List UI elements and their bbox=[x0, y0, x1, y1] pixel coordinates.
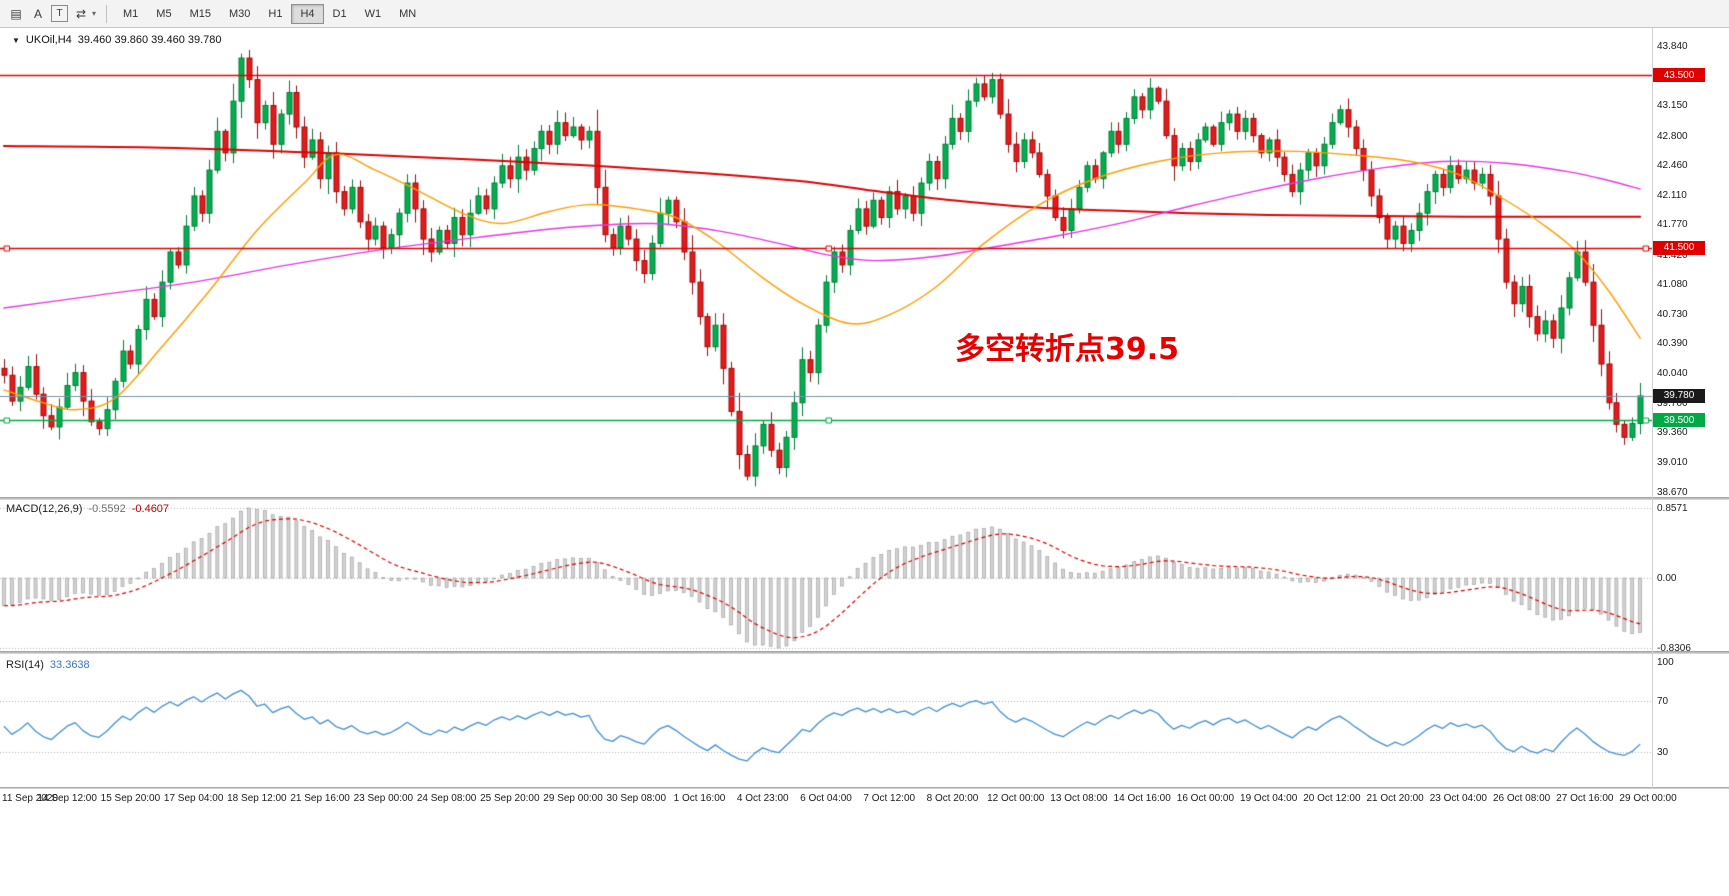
macd-main-value: -0.5592 bbox=[88, 503, 126, 515]
chart-title: ▼ UKOil,H4 39.460 39.860 39.460 39.780 bbox=[8, 33, 226, 47]
time-axis-label: 30 Sep 08:00 bbox=[606, 793, 667, 804]
drawing-tools-group: ▤ A T ⇄ ▾ bbox=[5, 3, 99, 25]
price-axis-label: 39.360 bbox=[1657, 427, 1688, 439]
time-axis-label: 7 Oct 12:00 bbox=[863, 793, 916, 804]
price-axis-label: 42.800 bbox=[1657, 130, 1688, 142]
time-axis-label: 11 Sep 2020 bbox=[2, 793, 58, 804]
rsi-panel-separator[interactable] bbox=[0, 651, 1729, 654]
macd-axis-label: -0.8306 bbox=[1657, 643, 1691, 654]
support-line-39500-price-label: 39.500 bbox=[1653, 413, 1705, 428]
ohlc-values-label: 39.460 39.860 39.460 39.780 bbox=[77, 34, 222, 46]
time-axis-label: 23 Sep 00:00 bbox=[353, 793, 414, 804]
time-axis-label: 14 Sep 12:00 bbox=[37, 793, 97, 804]
time-axis-label: 29 Sep 00:00 bbox=[543, 793, 603, 804]
time-axis-label: 29 Oct 00:00 bbox=[1619, 793, 1677, 804]
time-axis-label: 27 Oct 16:00 bbox=[1556, 793, 1614, 804]
price-axis-label: 39.700 bbox=[1657, 397, 1688, 409]
time-axis-label: 13 Oct 08:00 bbox=[1050, 793, 1108, 804]
price-axis-label: 41.080 bbox=[1657, 278, 1688, 290]
price-axis-label: 38.670 bbox=[1657, 486, 1688, 498]
time-axis-label: 24 Sep 08:00 bbox=[416, 793, 477, 804]
time-axis-label: 16 Oct 00:00 bbox=[1176, 793, 1235, 804]
timeframe-m15-button[interactable]: M15 bbox=[181, 4, 220, 24]
price-axis-label: 43.150 bbox=[1657, 100, 1688, 112]
time-axis-label: 17 Sep 04:00 bbox=[163, 793, 224, 804]
price-axis-label: 41.420 bbox=[1657, 249, 1688, 261]
price-axis-label: 43.840 bbox=[1657, 41, 1688, 52]
price-axis-divider bbox=[1652, 28, 1653, 788]
time-axis-label: 21 Oct 20:00 bbox=[1366, 793, 1424, 804]
time-axis-label: 1 Oct 16:00 bbox=[673, 793, 726, 804]
text-annotation-icon[interactable]: A bbox=[27, 3, 49, 25]
macd-label: MACD(12,26,9) bbox=[6, 503, 83, 515]
time-axis-label: 21 Sep 16:00 bbox=[290, 793, 350, 804]
resistance-line-43500-price-label: 43.500 bbox=[1653, 68, 1705, 83]
time-axis-label: 23 Oct 04:00 bbox=[1429, 793, 1487, 804]
time-axis-label: 6 Oct 04:00 bbox=[800, 793, 852, 804]
chart-toolbar: ▤ A T ⇄ ▾ M1 M5 M15 M30 H1 H4 D1 W1 MN bbox=[0, 0, 1729, 28]
time-axis-label: 14 Oct 16:00 bbox=[1113, 793, 1171, 804]
macd-panel-separator[interactable] bbox=[0, 497, 1729, 500]
time-axis-label: 26 Oct 08:00 bbox=[1492, 793, 1551, 804]
price-axis-label: 39.010 bbox=[1657, 457, 1688, 469]
chart-annotation-text[interactable]: 多空转折点39.5 bbox=[955, 332, 1180, 367]
macd-axis-label: 0.00 bbox=[1657, 573, 1677, 584]
timeframe-mn-button[interactable]: MN bbox=[390, 4, 425, 24]
timeframe-d1-button[interactable]: D1 bbox=[324, 4, 356, 24]
timeframe-m1-button[interactable]: M1 bbox=[114, 4, 147, 24]
rsi-panel-canvas[interactable] bbox=[0, 655, 1729, 788]
time-axis-label: 4 Oct 23:00 bbox=[736, 793, 789, 804]
timeframe-h1-button[interactable]: H1 bbox=[259, 4, 291, 24]
timeframe-m30-button[interactable]: M30 bbox=[220, 4, 259, 24]
timeframe-group: M1 M5 M15 M30 H1 H4 D1 W1 MN bbox=[114, 3, 425, 24]
bid-price-line-price-label: 39.780 bbox=[1653, 388, 1705, 403]
chart-layout-icon[interactable]: ▤ bbox=[5, 3, 27, 25]
price-axis-label: 42.460 bbox=[1657, 159, 1688, 171]
time-axis-label: 25 Sep 20:00 bbox=[480, 793, 540, 804]
rsi-header: RSI(14) 33.3638 bbox=[6, 659, 90, 671]
rsi-axis-label: 100 bbox=[1657, 657, 1674, 668]
price-axis-label: 40.390 bbox=[1657, 338, 1688, 350]
hline-41500-price-label: 41.500 bbox=[1653, 240, 1705, 255]
time-axis-label: 20 Oct 12:00 bbox=[1303, 793, 1361, 804]
price-axis-label: 40.040 bbox=[1657, 368, 1688, 380]
rsi-value: 33.3638 bbox=[49, 659, 90, 671]
draw-tools-dropdown-icon[interactable]: ▾ bbox=[92, 9, 97, 18]
time-axis-label: 15 Sep 20:00 bbox=[100, 793, 161, 804]
macd-signal-value: -0.4607 bbox=[131, 503, 170, 515]
text-label-icon[interactable]: T bbox=[51, 5, 68, 22]
time-axis-label: 19 Oct 04:00 bbox=[1240, 793, 1298, 804]
time-axis-label: 18 Sep 12:00 bbox=[227, 793, 287, 804]
symbol-period-label: UKOil,H4 bbox=[25, 34, 72, 46]
price-axis-label: 42.110 bbox=[1657, 190, 1687, 202]
macd-axis-label: 0.8571 bbox=[1657, 503, 1688, 514]
macd-header: MACD(12,26,9) -0.5592 -0.4607 bbox=[6, 503, 169, 515]
rsi-axis-label: 30 bbox=[1657, 747, 1669, 758]
time-axis-label: 12 Oct 00:00 bbox=[987, 793, 1045, 804]
timeframe-w1-button[interactable]: W1 bbox=[356, 4, 391, 24]
draw-tools-icon[interactable]: ⇄ bbox=[70, 3, 92, 25]
price-axis-label: 40.730 bbox=[1657, 309, 1688, 321]
macd-panel-canvas[interactable] bbox=[0, 500, 1729, 652]
timeframe-m5-button[interactable]: M5 bbox=[147, 4, 180, 24]
time-axis-separator bbox=[0, 787, 1729, 789]
chart-collapse-triangle-icon[interactable]: ▼ bbox=[12, 35, 20, 45]
price-axis-label: 41.770 bbox=[1657, 219, 1688, 231]
toolbar-separator bbox=[106, 4, 108, 23]
timeframe-h4-button[interactable]: H4 bbox=[291, 3, 324, 24]
rsi-axis-label: 70 bbox=[1657, 695, 1669, 707]
time-axis-label: 8 Oct 20:00 bbox=[926, 793, 979, 804]
main-price-chart-canvas[interactable] bbox=[0, 28, 1729, 498]
rsi-label: RSI(14) bbox=[6, 659, 44, 671]
